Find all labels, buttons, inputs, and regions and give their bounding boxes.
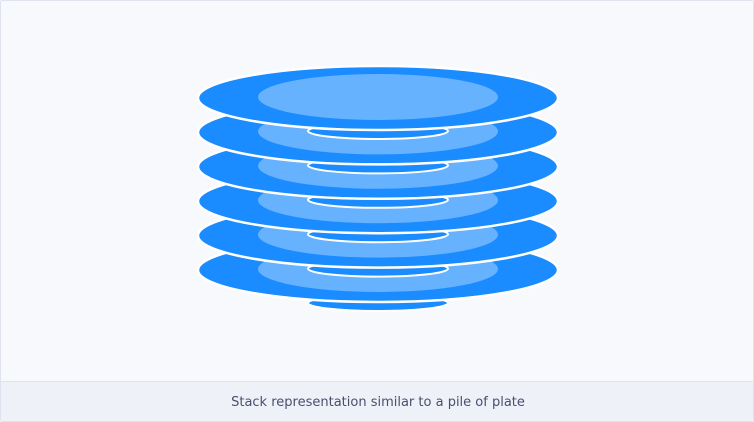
plate-stack-illustration: [1, 1, 753, 381]
caption-bar: Stack representation similar to a pile o…: [1, 381, 753, 421]
plate-inner: [258, 74, 498, 120]
figure-caption: Stack representation similar to a pile o…: [231, 395, 525, 410]
stack-of-plates-icon: [196, 64, 560, 312]
plate: [196, 64, 560, 140]
